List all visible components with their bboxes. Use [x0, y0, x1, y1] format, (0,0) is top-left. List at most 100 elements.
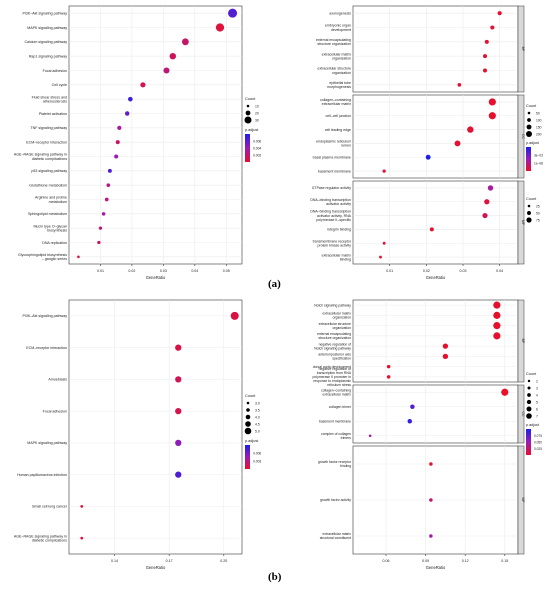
legend-color-title: p.adjust	[526, 423, 539, 427]
category-label: structural constituent	[320, 536, 351, 540]
category-label: reticulum stress	[327, 383, 351, 387]
data-point	[429, 462, 433, 466]
data-point	[124, 111, 130, 116]
data-point	[80, 536, 84, 540]
legend-count-label: 150	[536, 126, 542, 130]
data-point	[175, 439, 182, 447]
legend-count-dot	[526, 217, 532, 223]
data-point	[106, 183, 111, 188]
category-label: biosynthesis	[47, 229, 67, 233]
legend-count-label: 5	[536, 401, 538, 405]
legend-count-label: 75	[536, 219, 540, 223]
category-label: Mucin type O–glycan	[33, 224, 67, 228]
category-label: Platelet activation	[39, 112, 67, 116]
data-point	[425, 154, 431, 160]
category-label: organization	[332, 56, 351, 60]
panel-frame	[352, 384, 519, 444]
category-label: morphogenesis	[327, 85, 351, 89]
legend-color-tick: 0.075	[534, 434, 542, 438]
data-point	[407, 419, 412, 424]
category-label: protein kinase activity	[318, 244, 352, 248]
x-tick-label: 0.15	[501, 559, 508, 563]
facet-strip	[517, 180, 525, 265]
data-point	[493, 322, 501, 330]
panel-frame	[352, 299, 519, 383]
data-point	[429, 534, 433, 538]
facet-strip-label: BP	[521, 339, 525, 344]
data-point	[457, 83, 462, 87]
data-point	[442, 353, 449, 360]
panel-frame	[68, 5, 243, 265]
category-label: Focal adhesion	[43, 409, 67, 413]
legend-count-label: 30	[255, 119, 259, 123]
category-label: polymerase II promoter in	[313, 375, 352, 379]
category-label: Focal adhesion	[43, 69, 67, 73]
data-point	[429, 498, 433, 502]
category-label: organization	[333, 316, 352, 320]
facet-strip	[517, 384, 525, 444]
x-tick-label: 0.01	[97, 269, 104, 273]
data-point	[140, 82, 146, 88]
legend-color-title: p.adjust	[526, 141, 539, 145]
legend-color-tick: 0.006	[253, 140, 261, 144]
panel-frame	[68, 299, 243, 555]
x-tick-label: 0.03	[460, 269, 467, 273]
legend-count-title: Count	[245, 393, 256, 398]
category-label: complex of collagen	[321, 432, 351, 436]
category-label: external encapsulating	[316, 38, 351, 42]
legend-count-label: 25	[536, 205, 540, 209]
legend-count-dot	[244, 427, 252, 435]
legend-count-label: 2	[536, 380, 538, 384]
data-point	[175, 344, 182, 351]
legend-color-tick: 0.004	[253, 147, 261, 151]
data-point	[77, 255, 80, 259]
data-point	[484, 199, 490, 205]
category-label: PI3K–Akt signaling pathway	[22, 11, 67, 15]
panel-frame	[352, 94, 519, 179]
category-label: collagen–containing	[320, 98, 351, 102]
category-label: binding	[340, 257, 351, 261]
x-tick-label: 0.02	[423, 269, 430, 273]
category-label: binding	[340, 464, 351, 468]
data-point	[104, 197, 109, 202]
facet-strip	[517, 94, 525, 179]
data-point	[181, 38, 189, 46]
data-point	[379, 255, 382, 259]
legend-count-dot	[245, 414, 251, 420]
category-label: GTPase regulator activity	[312, 186, 352, 190]
category-label: MAPK signaling pathway	[27, 26, 67, 30]
legend-count-label: 10	[255, 105, 259, 109]
category-label: structure organization	[317, 42, 351, 46]
legend-count-dot	[527, 204, 531, 208]
data-point	[80, 504, 84, 508]
x-tick-label: 0.04	[496, 269, 503, 273]
category-label: ECM–receptor interaction	[26, 346, 67, 350]
data-point	[386, 375, 391, 379]
data-point	[368, 434, 372, 438]
category-label: anterior/posterior axis	[318, 353, 351, 357]
category-label: metabolism	[49, 200, 67, 204]
data-point	[128, 96, 133, 102]
x-tick-label: 0.05	[223, 269, 230, 273]
legend-count-label: 50	[536, 112, 540, 116]
data-point	[163, 67, 170, 74]
legend-color-tick: 0.050	[534, 441, 542, 445]
category-label: diabetic complications	[32, 538, 67, 542]
data-point	[382, 241, 386, 245]
legend-color-tick: 0.025	[534, 447, 542, 451]
category-label: polymerase II–specific	[316, 218, 351, 222]
category-label: extracellular matrix	[322, 102, 352, 106]
category-label: activator activity, RNA	[317, 214, 352, 218]
legend-color-title: p.adjust	[245, 439, 259, 443]
legend-count-dot	[526, 399, 532, 405]
panel-frame	[352, 5, 519, 93]
x-axis-label: GeneRatio	[426, 565, 446, 570]
category-label: p53 signaling pathway	[31, 169, 67, 173]
category-label: negative regulation of	[319, 367, 351, 371]
category-label: extracellular matrix	[322, 253, 352, 257]
legend-count-label: 3	[536, 387, 538, 391]
chart-b-go: Notch signaling pathway extracellular mat…	[313, 299, 542, 570]
data-point	[482, 212, 488, 219]
